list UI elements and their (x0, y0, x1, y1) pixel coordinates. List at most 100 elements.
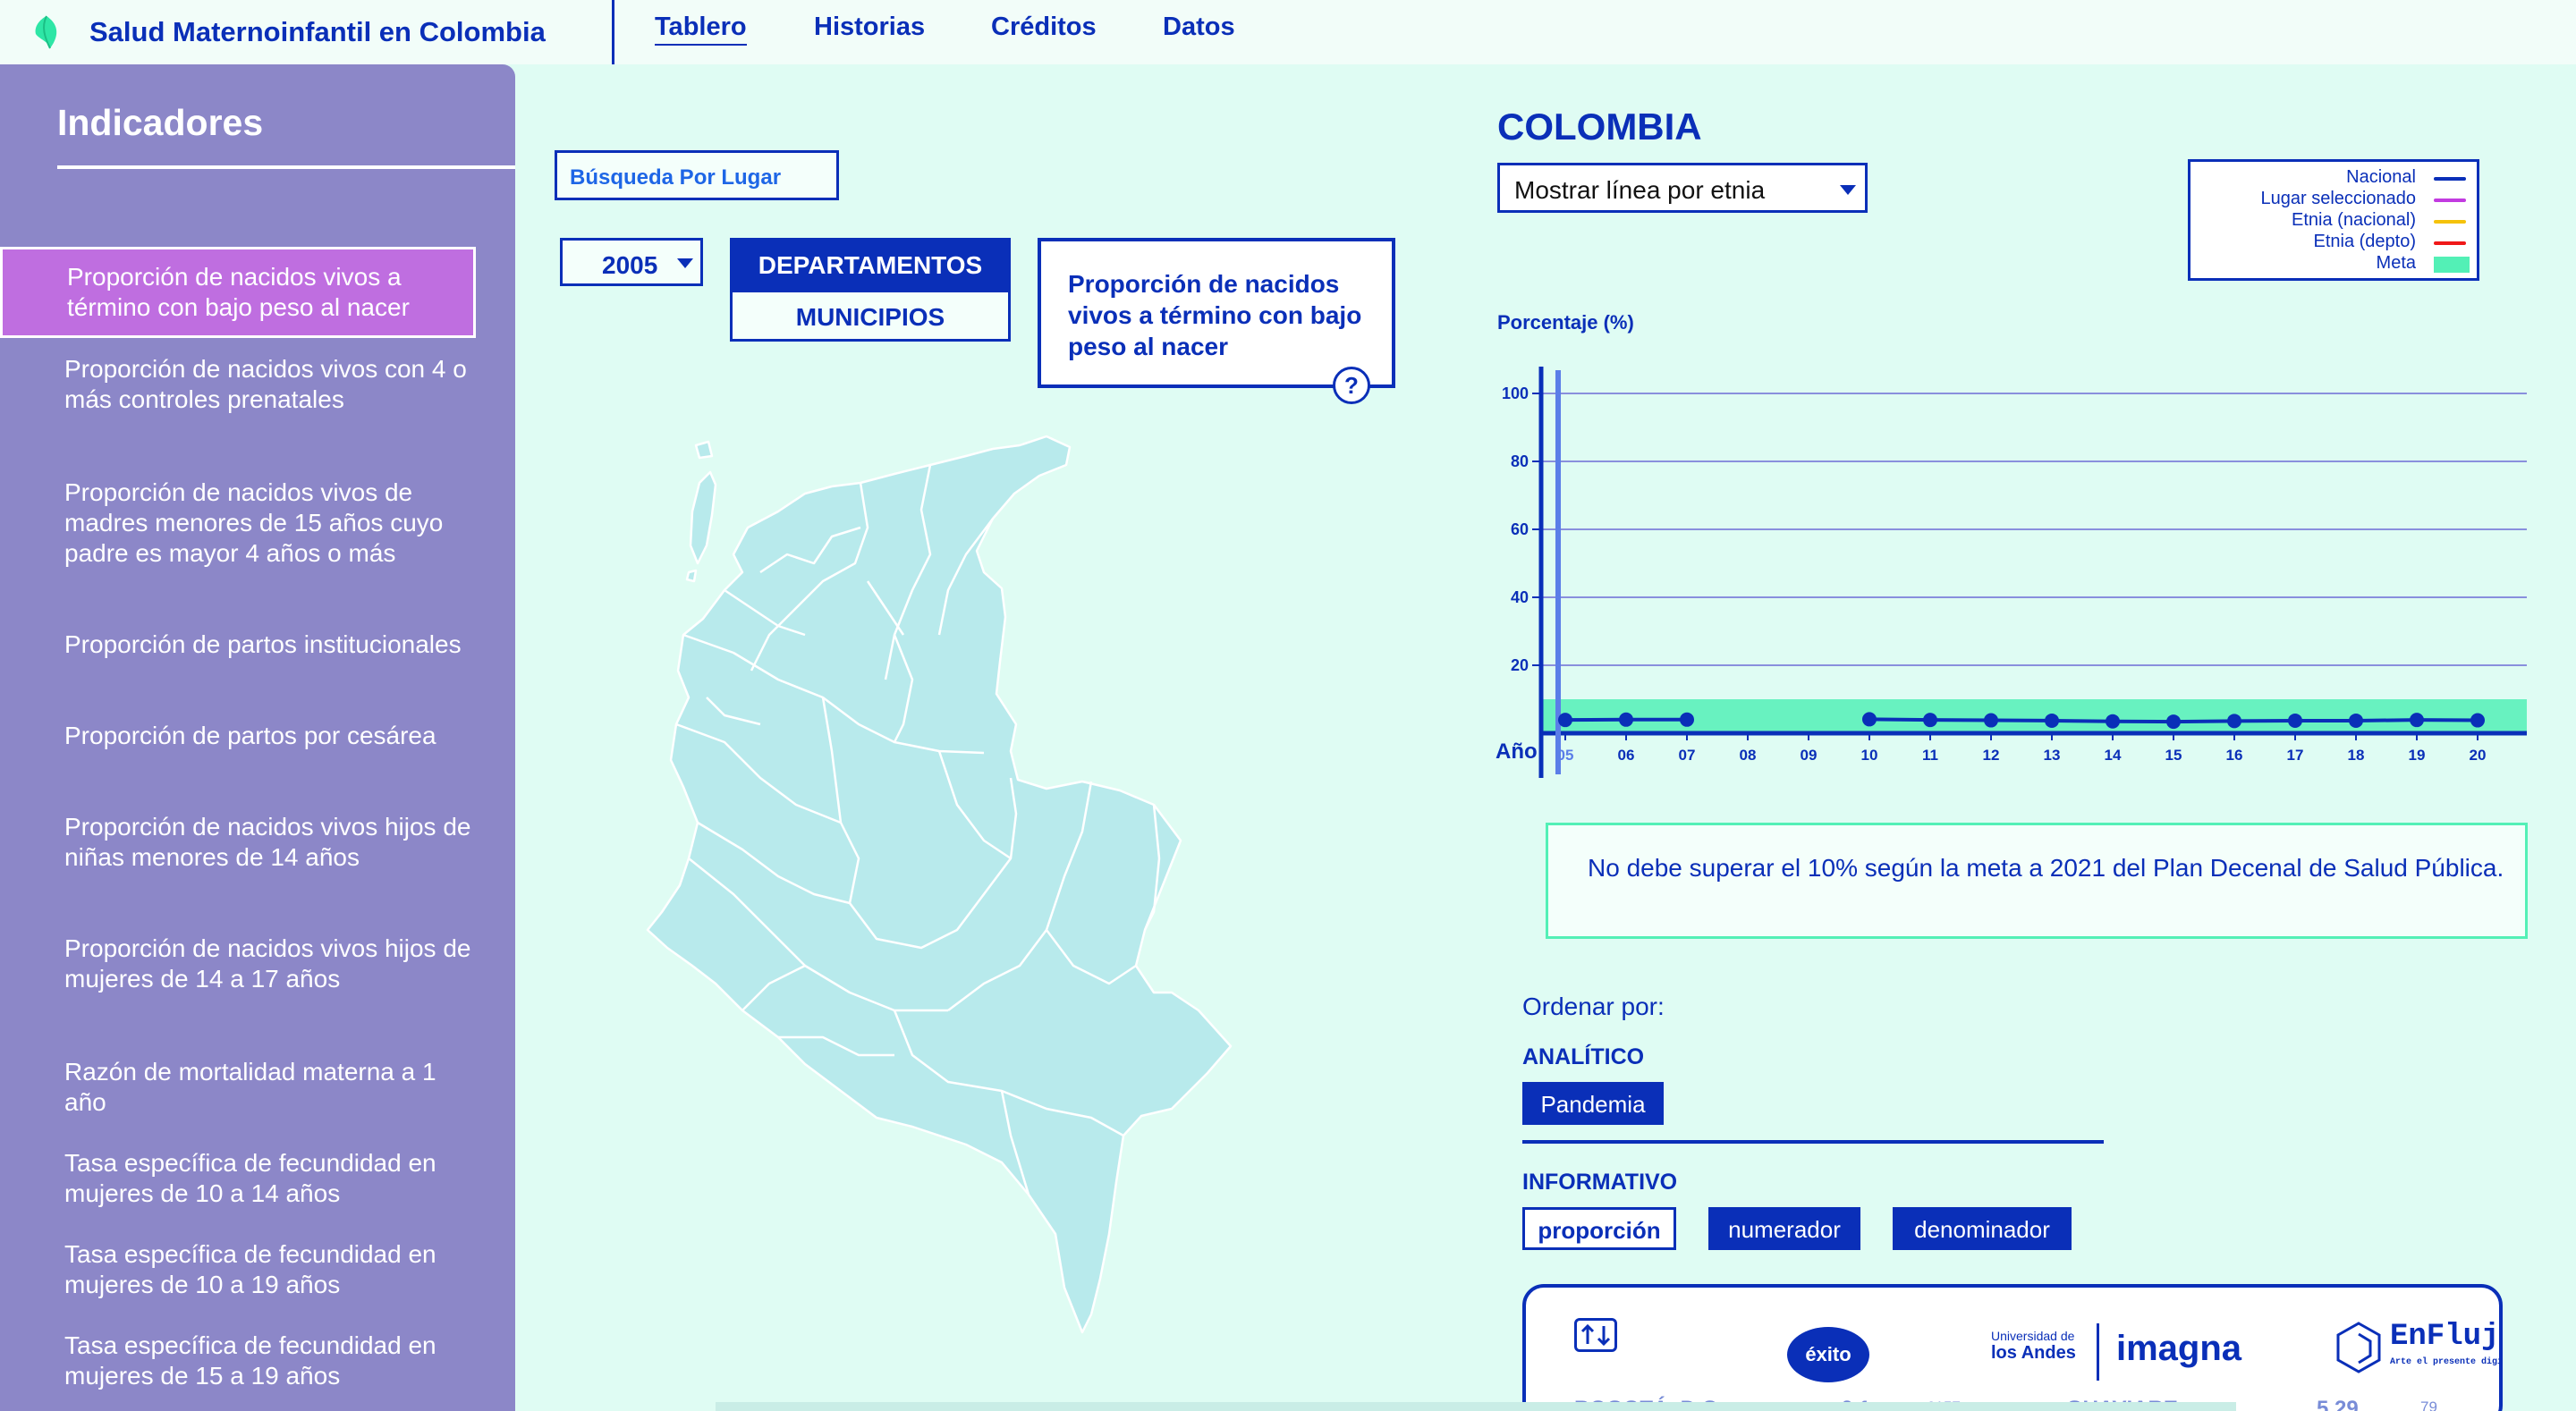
x-tick-label: 15 (2165, 747, 2182, 764)
map-border (759, 526, 861, 574)
y-tick-label: 80 (1511, 452, 1529, 470)
indicator-card: Proporción de nacidos vivos a término co… (1038, 238, 1395, 388)
legend-line-lugar (2434, 199, 2466, 202)
top-header: Salud Maternoinfantil en Colombia Tabler… (0, 0, 2576, 64)
legend-label: Etnia (depto) (2313, 232, 2416, 251)
x-tick-label: 13 (2044, 747, 2061, 764)
header-divider (612, 0, 614, 64)
year-select[interactable]: 2005 (560, 238, 703, 286)
chart-y-axis-label: Porcentaje (%) (1497, 311, 1634, 334)
sort-denominador-chip[interactable]: denominador (1893, 1207, 2072, 1250)
order-by-label: Ordenar por: (1522, 993, 1665, 1020)
map-border (1046, 929, 1137, 985)
x-tick-label: 09 (1801, 747, 1818, 764)
table-cell-count: 79 (2420, 1398, 2437, 1411)
indicator-item[interactable]: Tasa específica de fecundidad en mujeres… (64, 1331, 436, 1390)
x-tick-label: 14 (2105, 747, 2122, 764)
map-border (866, 580, 905, 636)
sort-numerador-chip[interactable]: numerador (1708, 1207, 1860, 1250)
nav-tablero[interactable]: Tablero (655, 13, 747, 46)
x-tick-label: 06 (1618, 747, 1635, 764)
data-point (2045, 713, 2059, 728)
map-border (821, 697, 843, 824)
y-tick-label: 100 (1502, 384, 1529, 402)
map-island (689, 470, 717, 565)
map-border (706, 697, 761, 726)
colombia-map[interactable] (626, 429, 1306, 1359)
data-point (1862, 712, 1877, 727)
level-municipios-button[interactable]: MUNICIPIOS (730, 290, 1011, 342)
x-tick-label: 11 (1922, 747, 1938, 764)
map-border (1000, 1090, 1030, 1196)
year-cursor (1555, 370, 1561, 774)
indicator-item[interactable]: Proporción de nacidos vivos hijos de niñ… (64, 813, 471, 871)
nav-creditos[interactable]: Créditos (991, 13, 1097, 41)
level-departamentos-button[interactable]: DEPARTAMENTOS (730, 238, 1011, 290)
x-tick-label: 16 (2226, 747, 2243, 764)
data-point (1619, 712, 1633, 727)
indicator-item[interactable]: Razón de mortalidad materna a 1 año (64, 1058, 436, 1116)
data-point (1680, 712, 1694, 727)
x-tick-label: 19 (2409, 747, 2426, 764)
selected-place-title: COLOMBIA (1497, 106, 1702, 148)
data-point (2470, 713, 2485, 728)
data-point (1923, 713, 1937, 728)
indicator-line-chart[interactable]: 20 40 60 80 100 Año 05 06 07 08 09 10 11 12 13 14 15 16 17… (1485, 367, 2540, 778)
data-point (2227, 714, 2241, 729)
logo-divider (2097, 1323, 2099, 1381)
analitico-label: ANALÍTICO (1522, 1044, 1645, 1069)
data-point (2349, 713, 2363, 728)
indicator-item[interactable]: Proporción de nacidos vivos hijos de muj… (64, 934, 471, 993)
map-border (1143, 804, 1161, 931)
map-border (839, 777, 1018, 950)
indicator-item[interactable]: Proporción de nacidos vivos de madres me… (64, 478, 444, 567)
bottom-fade (716, 1402, 2236, 1411)
data-point (2288, 713, 2302, 728)
sort-pandemia-chip[interactable]: Pandemia (1522, 1082, 1664, 1125)
map-colombia-mainland (646, 435, 1233, 1334)
y-tick-label: 40 (1511, 588, 1529, 606)
sidebar-divider (57, 165, 515, 169)
indicator-item[interactable]: Tasa específica de fecundidad en mujeres… (64, 1240, 436, 1298)
map-border (778, 1035, 894, 1057)
x-tick-label: 05 (1557, 747, 1574, 764)
sort-arrows-icon (1580, 1323, 1611, 1347)
year-select-value: 2005 (602, 251, 658, 279)
place-search-button[interactable]: Búsqueda Por Lugar (555, 150, 839, 200)
indicator-item[interactable]: Proporción de partos institucionales (64, 630, 462, 658)
map-border (697, 821, 851, 905)
line-by-ethnicity-select[interactable]: Mostrar línea por etnia (1497, 163, 1868, 213)
indicator-item-active[interactable]: Proporción de nacidos vivos a término co… (0, 247, 476, 338)
chevron-down-icon (1840, 185, 1856, 195)
indicator-item[interactable]: Proporción de partos por cesárea (64, 722, 436, 749)
map-border (937, 518, 994, 636)
sidebar-title: Indicadores (57, 102, 264, 143)
map-border (937, 750, 1012, 860)
sort-toggle-icon[interactable] (1574, 1318, 1617, 1352)
indicator-item[interactable]: Tasa específica de fecundidad en mujeres… (64, 1149, 436, 1207)
chart-legend: Nacional Lugar seleccionado Etnia (nacio… (2188, 159, 2479, 281)
x-tick-label: 18 (2348, 747, 2365, 764)
legend-swatch-meta (2434, 257, 2470, 273)
x-tick-label: 12 (1983, 747, 2000, 764)
uniandes-logo: Universidad de los Andes (1971, 1329, 2107, 1379)
indicator-item[interactable]: Proporción de nacidos vivos con 4 o más … (64, 355, 467, 413)
sort-proporcion-chip[interactable]: proporción (1522, 1207, 1676, 1250)
enflujo-logo-text: EnFlujo (2390, 1320, 2500, 1354)
ranking-table: éxito Universidad de los Andes imagna En… (1522, 1284, 2503, 1411)
x-tick-label: 17 (2287, 747, 2304, 764)
nav-datos[interactable]: Datos (1163, 13, 1235, 41)
informativo-label: INFORMATIVO (1522, 1170, 1678, 1195)
indicators-sidebar: Indicadores Proporción de nacidos vivos … (0, 64, 515, 1411)
enflujo-logo: EnFlujo Arte el presente digital (2334, 1320, 2500, 1382)
legend-line-etnia-depto (2434, 241, 2466, 245)
fundacion-exito-logo: éxito (1787, 1327, 1869, 1382)
help-button[interactable]: ? (1333, 367, 1370, 404)
x-axis-label: Año (1496, 739, 1538, 764)
nav-historias[interactable]: Historias (814, 13, 926, 41)
x-tick-label: 08 (1740, 747, 1757, 764)
x-tick-label: 20 (2470, 747, 2487, 764)
line-select-value: Mostrar línea por etnia (1514, 176, 1766, 204)
enflujo-hex-icon (2336, 1322, 2381, 1373)
uandes-logo-bottom: los Andes (1991, 1343, 2076, 1363)
